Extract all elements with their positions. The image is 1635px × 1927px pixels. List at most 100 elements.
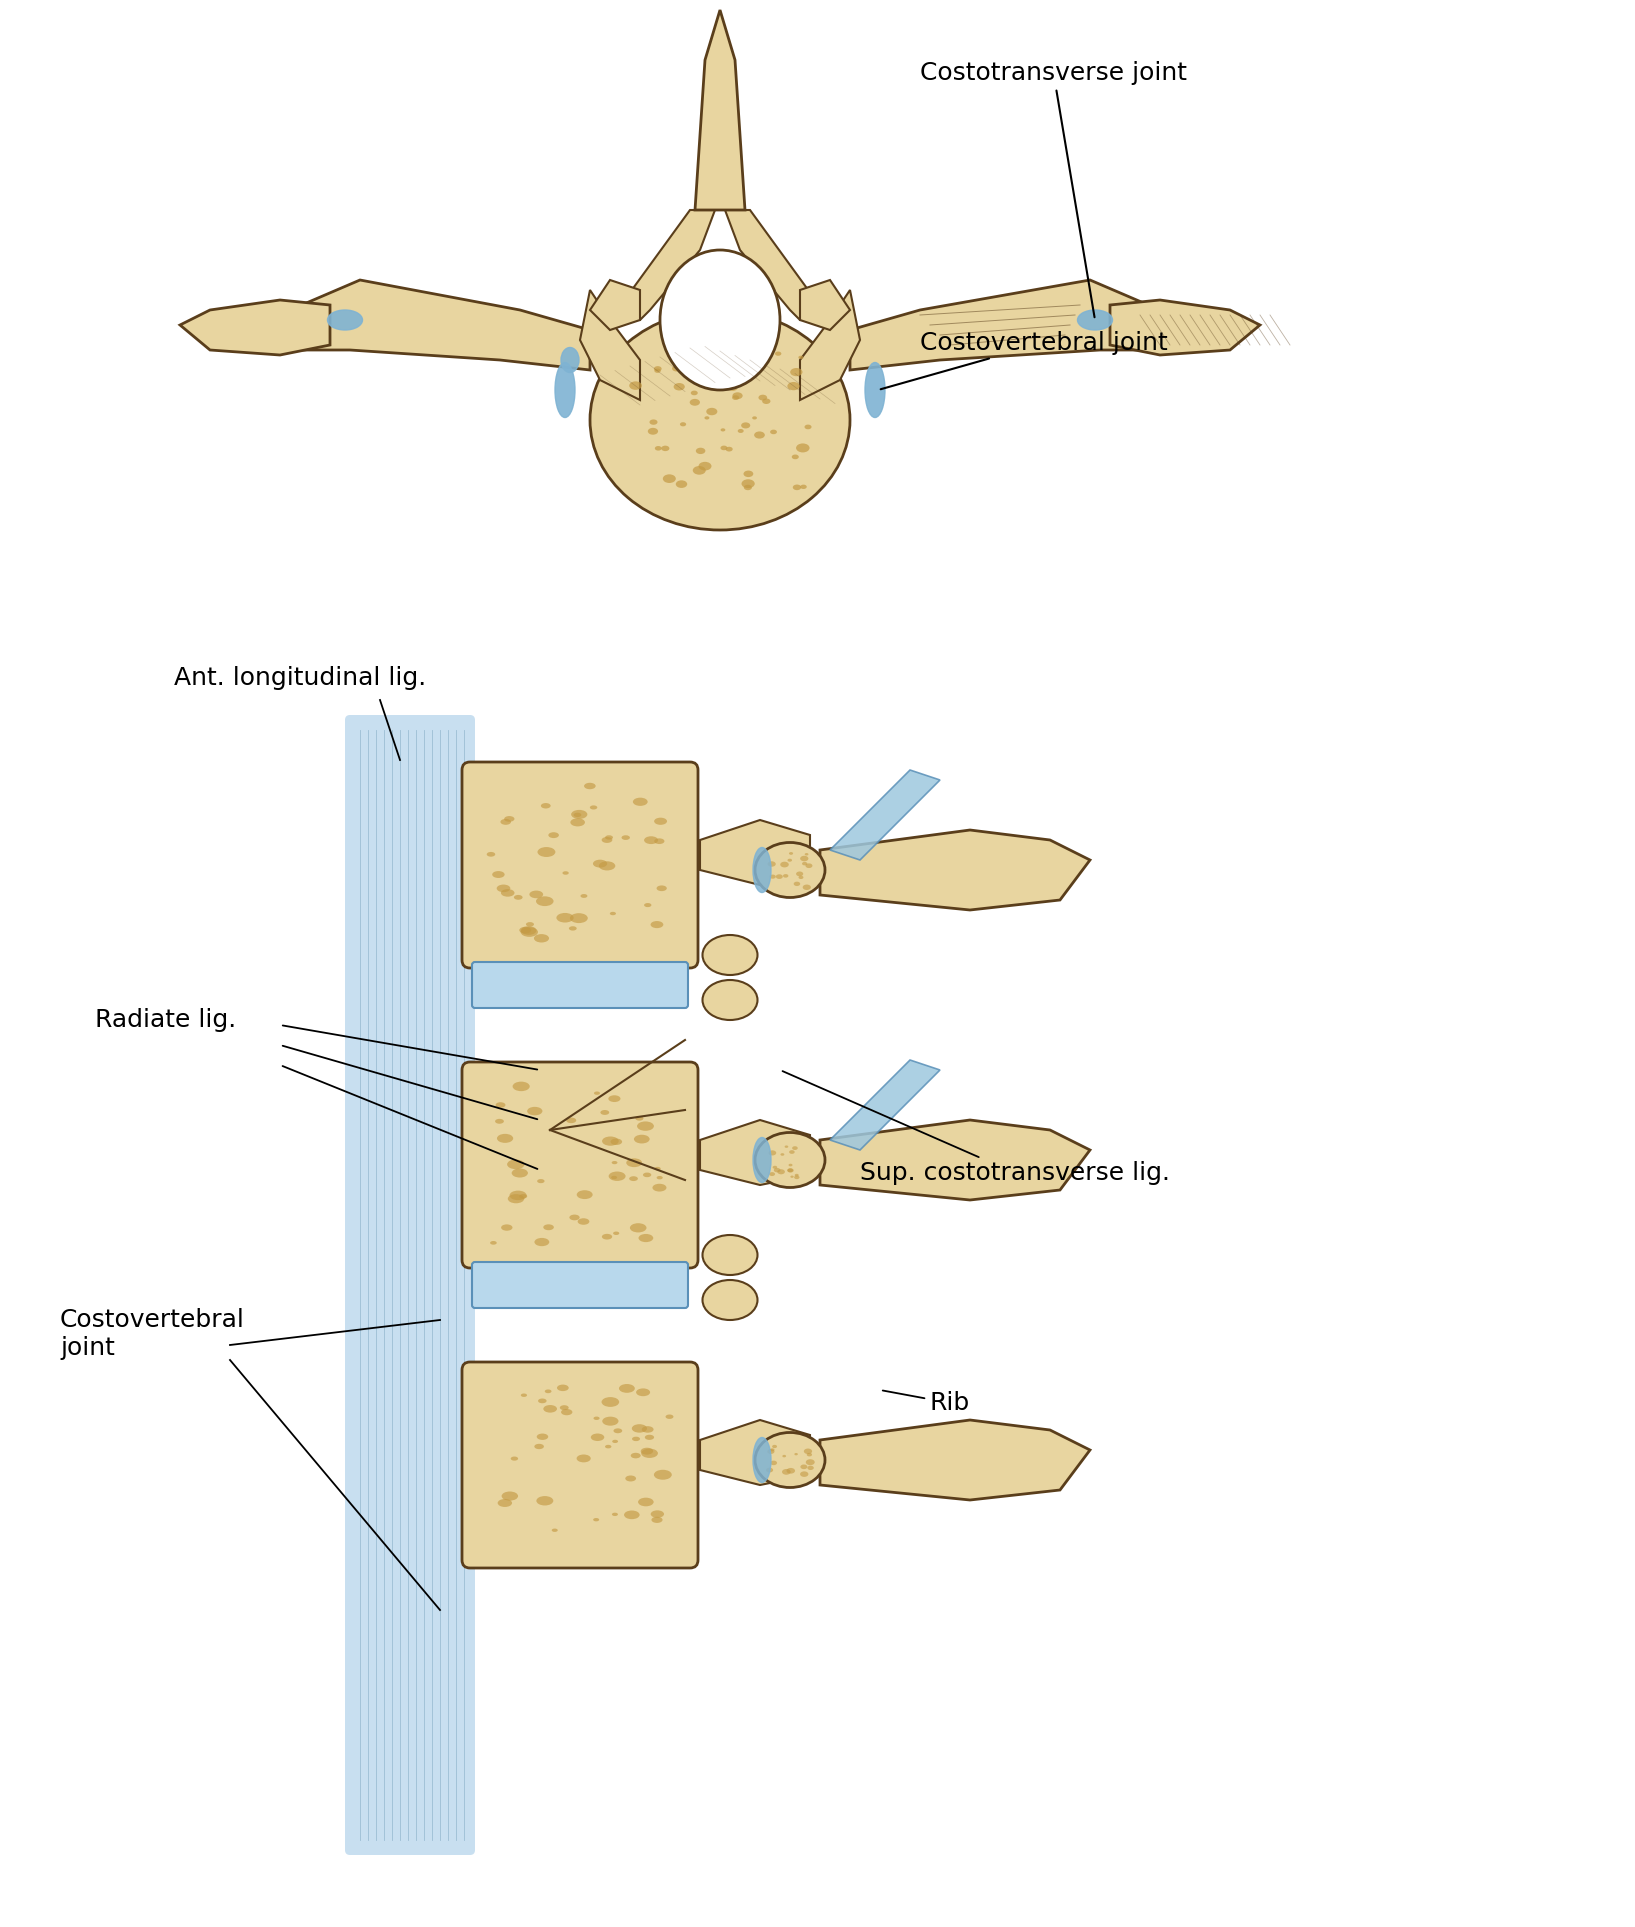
Ellipse shape xyxy=(543,1224,554,1229)
Ellipse shape xyxy=(590,1434,605,1441)
Ellipse shape xyxy=(536,896,554,906)
Ellipse shape xyxy=(600,1110,610,1116)
Ellipse shape xyxy=(752,416,757,420)
Ellipse shape xyxy=(759,395,767,401)
Ellipse shape xyxy=(788,1168,793,1172)
Ellipse shape xyxy=(530,890,543,898)
Ellipse shape xyxy=(520,927,531,933)
Ellipse shape xyxy=(495,1102,505,1108)
Ellipse shape xyxy=(788,382,800,391)
Ellipse shape xyxy=(721,428,726,432)
Ellipse shape xyxy=(500,1224,512,1231)
Ellipse shape xyxy=(536,1434,548,1439)
Ellipse shape xyxy=(602,1397,620,1407)
Ellipse shape xyxy=(651,921,664,929)
Polygon shape xyxy=(821,831,1091,910)
Ellipse shape xyxy=(798,356,803,358)
Ellipse shape xyxy=(497,1499,512,1507)
Ellipse shape xyxy=(804,854,808,856)
Ellipse shape xyxy=(788,859,791,861)
Ellipse shape xyxy=(806,1459,814,1465)
Ellipse shape xyxy=(327,310,363,330)
Ellipse shape xyxy=(594,859,607,867)
Ellipse shape xyxy=(569,927,577,931)
Ellipse shape xyxy=(571,819,585,827)
Ellipse shape xyxy=(538,1399,546,1403)
Ellipse shape xyxy=(690,391,698,395)
Text: Costotransverse joint: Costotransverse joint xyxy=(921,62,1187,318)
Ellipse shape xyxy=(536,1495,553,1505)
Ellipse shape xyxy=(796,871,803,877)
Ellipse shape xyxy=(800,1472,808,1476)
Polygon shape xyxy=(831,771,940,859)
Ellipse shape xyxy=(638,1497,654,1507)
Ellipse shape xyxy=(504,815,515,821)
Ellipse shape xyxy=(744,486,752,489)
Ellipse shape xyxy=(661,251,780,389)
Ellipse shape xyxy=(770,875,775,879)
Ellipse shape xyxy=(790,1150,795,1154)
Ellipse shape xyxy=(644,1436,654,1439)
Ellipse shape xyxy=(777,1170,785,1174)
Ellipse shape xyxy=(790,368,803,376)
Ellipse shape xyxy=(656,445,662,451)
Ellipse shape xyxy=(674,383,685,391)
Ellipse shape xyxy=(577,1191,592,1199)
FancyBboxPatch shape xyxy=(473,1262,688,1308)
Ellipse shape xyxy=(641,1447,652,1455)
Ellipse shape xyxy=(643,1172,651,1177)
Polygon shape xyxy=(700,821,809,884)
Ellipse shape xyxy=(554,362,576,418)
Ellipse shape xyxy=(561,1409,572,1414)
Ellipse shape xyxy=(613,1428,623,1434)
Ellipse shape xyxy=(577,1455,590,1463)
Ellipse shape xyxy=(770,1461,777,1465)
Ellipse shape xyxy=(780,1152,785,1156)
Ellipse shape xyxy=(574,813,582,817)
Ellipse shape xyxy=(497,884,510,892)
Text: Radiate lig.: Radiate lig. xyxy=(95,1008,235,1033)
Ellipse shape xyxy=(806,863,813,867)
Ellipse shape xyxy=(520,927,538,937)
Ellipse shape xyxy=(577,1218,589,1226)
Ellipse shape xyxy=(512,1168,528,1177)
Polygon shape xyxy=(700,1120,809,1185)
Ellipse shape xyxy=(654,817,667,825)
Ellipse shape xyxy=(495,1120,504,1123)
Ellipse shape xyxy=(654,368,661,374)
Ellipse shape xyxy=(602,836,613,842)
Ellipse shape xyxy=(791,1147,798,1150)
Ellipse shape xyxy=(629,1224,646,1233)
Ellipse shape xyxy=(643,1426,654,1432)
Ellipse shape xyxy=(728,383,737,391)
Ellipse shape xyxy=(497,1133,513,1143)
Ellipse shape xyxy=(721,445,728,451)
Ellipse shape xyxy=(697,447,705,455)
Ellipse shape xyxy=(654,838,664,844)
Ellipse shape xyxy=(611,1175,616,1179)
Ellipse shape xyxy=(698,462,711,470)
Ellipse shape xyxy=(566,1118,576,1123)
Ellipse shape xyxy=(605,1445,611,1449)
Ellipse shape xyxy=(732,395,739,401)
Polygon shape xyxy=(800,279,850,330)
Ellipse shape xyxy=(755,1133,826,1187)
Ellipse shape xyxy=(755,842,826,898)
Ellipse shape xyxy=(775,351,782,356)
Ellipse shape xyxy=(507,1160,525,1170)
Polygon shape xyxy=(831,1060,940,1150)
Ellipse shape xyxy=(562,871,569,875)
Ellipse shape xyxy=(535,935,549,942)
Ellipse shape xyxy=(706,409,718,414)
Ellipse shape xyxy=(558,1386,569,1391)
Ellipse shape xyxy=(795,1453,798,1455)
Ellipse shape xyxy=(770,430,777,434)
Ellipse shape xyxy=(629,382,643,389)
Ellipse shape xyxy=(690,399,700,407)
Ellipse shape xyxy=(500,888,515,896)
Ellipse shape xyxy=(608,1172,626,1181)
Ellipse shape xyxy=(510,1457,518,1461)
Ellipse shape xyxy=(513,1081,530,1091)
Ellipse shape xyxy=(644,904,651,908)
Ellipse shape xyxy=(793,883,800,886)
